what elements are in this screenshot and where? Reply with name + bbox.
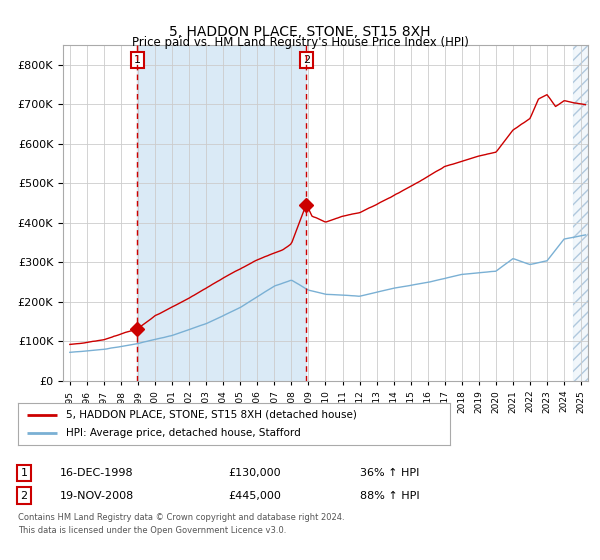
Text: £130,000: £130,000 xyxy=(228,468,281,478)
Text: 1: 1 xyxy=(20,468,28,478)
Text: 2: 2 xyxy=(303,55,310,65)
Text: Price paid vs. HM Land Registry's House Price Index (HPI): Price paid vs. HM Land Registry's House … xyxy=(131,36,469,49)
Text: £445,000: £445,000 xyxy=(228,491,281,501)
Text: 5, HADDON PLACE, STONE, ST15 8XH: 5, HADDON PLACE, STONE, ST15 8XH xyxy=(169,25,431,39)
Text: HPI: Average price, detached house, Stafford: HPI: Average price, detached house, Staf… xyxy=(65,428,300,438)
Text: 5, HADDON PLACE, STONE, ST15 8XH (detached house): 5, HADDON PLACE, STONE, ST15 8XH (detach… xyxy=(65,410,356,420)
Bar xyxy=(137,45,307,381)
Text: 16-DEC-1998: 16-DEC-1998 xyxy=(60,468,134,478)
Bar xyxy=(572,45,588,381)
Text: 88% ↑ HPI: 88% ↑ HPI xyxy=(360,491,419,501)
Text: This data is licensed under the Open Government Licence v3.0.: This data is licensed under the Open Gov… xyxy=(18,526,286,535)
Text: 2: 2 xyxy=(20,491,28,501)
Text: Contains HM Land Registry data © Crown copyright and database right 2024.: Contains HM Land Registry data © Crown c… xyxy=(18,513,344,522)
Bar xyxy=(572,45,588,381)
Text: 1: 1 xyxy=(134,55,141,65)
Text: 36% ↑ HPI: 36% ↑ HPI xyxy=(360,468,419,478)
Text: 19-NOV-2008: 19-NOV-2008 xyxy=(60,491,134,501)
